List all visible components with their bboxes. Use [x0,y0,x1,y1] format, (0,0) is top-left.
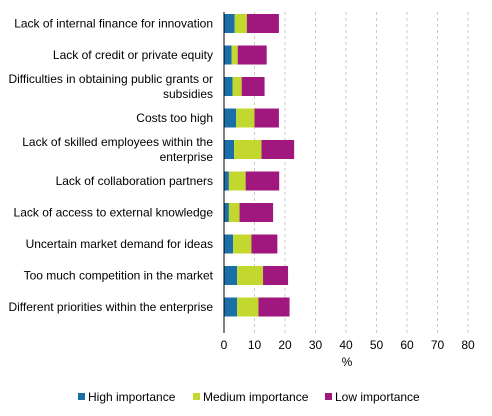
legend-swatch [325,393,332,400]
x-axis-title: % [342,355,353,369]
x-tick-label: 20 [278,338,292,352]
bar-segment [237,45,267,65]
bar-segment [236,108,255,128]
category-label: Lack of collaboration partners [56,174,213,188]
category-label: Difficulties in obtaining public grants … [8,72,213,86]
bar-segment [245,171,280,191]
bar-segment [224,14,235,33]
bar-segment [233,234,252,254]
x-tick-label: 80 [461,338,475,352]
bar-segment [232,77,242,96]
legend-swatch [78,393,85,400]
x-axis: 0 10 20 30 40 50 60 70 80 [221,12,475,352]
legend-label: Medium importance [203,390,309,404]
bar-segment [237,266,264,285]
x-tick-label: 60 [400,338,414,352]
bar-segment [234,140,262,159]
bar-segment [224,45,232,65]
bar-segment [224,108,237,128]
bar-segment [261,140,295,159]
bar-segment [224,77,233,96]
category-label: Different priorities within the enterpri… [8,300,213,314]
category-label: enterprise [160,150,214,164]
bar-segment [246,14,279,33]
bar-segment [224,266,238,285]
bar-segment [254,108,279,128]
legend: High importance Medium importance Low impo… [78,390,420,404]
bar-segment [224,171,229,191]
bar-segment [239,203,274,222]
category-label: Lack of skilled employees within the [22,135,213,149]
legend-swatch [193,393,200,400]
x-tick-label: 10 [248,338,262,352]
bar-segment [241,77,265,96]
bar-segment [251,234,278,254]
category-label: Lack of credit or private equity [53,48,213,62]
bar-segment [224,234,234,254]
bar-segment [237,297,259,317]
x-tick-label: 50 [370,338,384,352]
bars [224,14,295,317]
category-label: Lack of internal finance for innovation [14,17,213,31]
x-tick-label: 70 [431,338,445,352]
bar-segment [234,14,247,33]
bar-segment [228,203,240,222]
bar-segment [231,45,238,65]
category-label: Too much competition in the market [24,269,214,283]
bar-segment [224,297,238,317]
x-tick-label: 40 [339,338,353,352]
bar-segment [224,203,229,222]
legend-label: Low importance [335,390,420,404]
category-label: Uncertain market demand for ideas [26,237,213,251]
category-label: Costs too high [136,111,213,125]
bar-segment [258,297,290,317]
bar-segment [263,266,289,285]
bar-segment [224,140,235,159]
bar-segment [228,171,246,191]
category-labels: Lack of internal finance for innovation L… [8,17,213,315]
x-tick-label: 30 [309,338,323,352]
category-label: subsidies [163,87,213,101]
legend-label: High importance [88,390,176,404]
x-tick-label: 0 [221,338,228,352]
category-label: Lack of access to external knowledge [14,206,214,220]
